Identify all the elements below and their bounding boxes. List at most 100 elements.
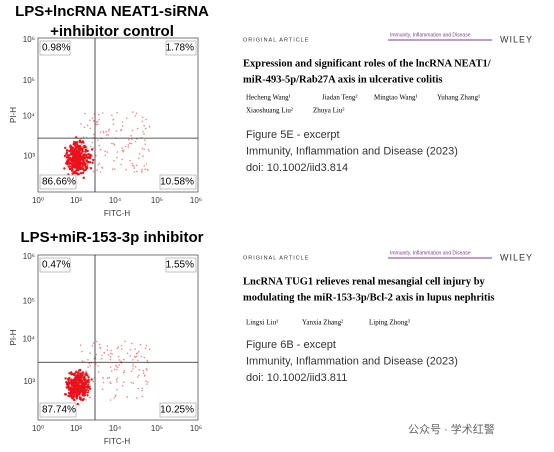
cell-dot bbox=[95, 353, 98, 356]
x-tick-label: 10⁵ bbox=[151, 196, 163, 205]
x-tick-label: 10³ bbox=[70, 196, 82, 205]
cell-dot bbox=[86, 386, 89, 389]
cell-dot bbox=[111, 114, 113, 117]
cell-dot bbox=[148, 150, 150, 152]
cell-dot bbox=[142, 155, 144, 157]
cell-dot bbox=[120, 344, 123, 347]
cell-dot bbox=[96, 169, 98, 171]
cell-dot bbox=[140, 355, 143, 358]
cell-dot bbox=[80, 376, 83, 379]
cell-dot bbox=[136, 127, 139, 130]
cell-dot bbox=[92, 158, 95, 162]
cell-dot bbox=[98, 118, 100, 121]
watermark: 公众号 · 学术红警 bbox=[408, 422, 495, 436]
cell-dot bbox=[138, 374, 140, 377]
cell-dot bbox=[83, 154, 86, 158]
cell-dot bbox=[141, 389, 143, 392]
cell-dot bbox=[89, 145, 92, 148]
cell-dot bbox=[71, 159, 75, 162]
cell-dot bbox=[134, 115, 137, 117]
article-excerpt: ORIGINAL ARTICLE Immunity, Inflammation a… bbox=[243, 250, 532, 384]
cell-dot bbox=[79, 383, 82, 385]
cell-dot bbox=[92, 380, 94, 383]
cell-dot bbox=[85, 158, 88, 160]
cell-dot bbox=[116, 366, 119, 369]
cell-dot bbox=[69, 389, 72, 392]
cell-dot bbox=[120, 128, 123, 131]
cell-dot bbox=[84, 383, 88, 386]
cell-dot bbox=[109, 381, 111, 384]
x-tick-label: 10⁵ bbox=[151, 424, 163, 433]
cell-dot bbox=[81, 171, 85, 175]
cell-dot bbox=[71, 163, 74, 166]
cell-dot bbox=[120, 163, 122, 166]
cell-dot bbox=[129, 355, 131, 357]
cell-dot bbox=[144, 127, 147, 130]
cell-dot bbox=[83, 381, 86, 384]
cell-dot bbox=[84, 168, 87, 171]
cell-dot bbox=[88, 362, 90, 365]
cell-dot bbox=[87, 366, 89, 369]
cell-dot bbox=[81, 374, 84, 377]
author: Yanxia Zhang² bbox=[302, 319, 343, 327]
cell-dot bbox=[81, 143, 83, 146]
cell-dot bbox=[89, 119, 91, 121]
cell-dot bbox=[112, 119, 114, 121]
cell-dot bbox=[123, 370, 126, 372]
cell-dot bbox=[98, 343, 101, 346]
cell-dot bbox=[111, 142, 113, 145]
cell-dot bbox=[116, 111, 118, 114]
cell-dot bbox=[135, 352, 138, 355]
author: Yuhang Zhang¹ bbox=[437, 94, 480, 102]
cell-dot bbox=[134, 365, 137, 368]
cell-dot bbox=[102, 381, 105, 384]
cell-dot bbox=[145, 344, 148, 347]
cell-dot bbox=[101, 167, 104, 169]
cell-dot bbox=[68, 150, 72, 153]
cell-dot bbox=[78, 167, 82, 171]
cell-dot bbox=[106, 345, 109, 347]
article-title: modulating the miR-153-3p/Bcl-2 axis in … bbox=[243, 292, 494, 303]
cell-dot bbox=[77, 169, 80, 172]
cell-dot bbox=[90, 148, 94, 151]
cell-dot bbox=[121, 385, 124, 387]
cell-dot bbox=[135, 164, 138, 167]
cell-dot bbox=[108, 128, 110, 131]
cell-dot bbox=[133, 355, 136, 358]
cell-dot bbox=[143, 165, 146, 167]
x-tick-label: 10⁰ bbox=[32, 196, 44, 205]
cell-dot bbox=[85, 156, 89, 159]
cell-dot bbox=[68, 376, 71, 380]
cell-dot bbox=[97, 365, 99, 367]
cell-dot bbox=[70, 391, 74, 394]
cell-dot bbox=[121, 158, 123, 161]
cell-dot bbox=[71, 152, 74, 155]
cell-dot bbox=[116, 369, 118, 371]
cell-dot bbox=[129, 349, 132, 351]
cell-dot bbox=[148, 125, 151, 128]
cell-dot bbox=[72, 155, 75, 159]
cell-dot bbox=[129, 142, 131, 144]
x-tick-label: 10⁶ bbox=[190, 424, 202, 433]
cell-dot bbox=[106, 377, 109, 380]
cell-dot bbox=[135, 397, 138, 399]
cell-dot bbox=[80, 123, 82, 125]
cell-dot bbox=[83, 144, 86, 148]
cell-dot bbox=[147, 381, 149, 383]
cell-dot bbox=[72, 165, 75, 168]
cell-dot bbox=[76, 144, 80, 148]
cell-dot bbox=[130, 342, 133, 345]
journal-name: Immunity, Inflammation and Disease bbox=[390, 32, 471, 38]
cell-dot bbox=[141, 168, 143, 171]
cell-dot bbox=[105, 130, 108, 133]
y-tick-label: 10⁶ bbox=[23, 35, 35, 44]
cell-dot bbox=[112, 123, 115, 125]
cell-dot bbox=[82, 176, 86, 179]
cell-dot bbox=[137, 387, 139, 390]
cell-dot bbox=[113, 368, 116, 371]
cell-dot bbox=[134, 140, 137, 143]
cell-dot bbox=[141, 170, 143, 172]
cell-dot bbox=[143, 133, 145, 135]
quadrant-percent: 86.66% bbox=[42, 177, 76, 188]
cell-dot bbox=[143, 356, 146, 359]
